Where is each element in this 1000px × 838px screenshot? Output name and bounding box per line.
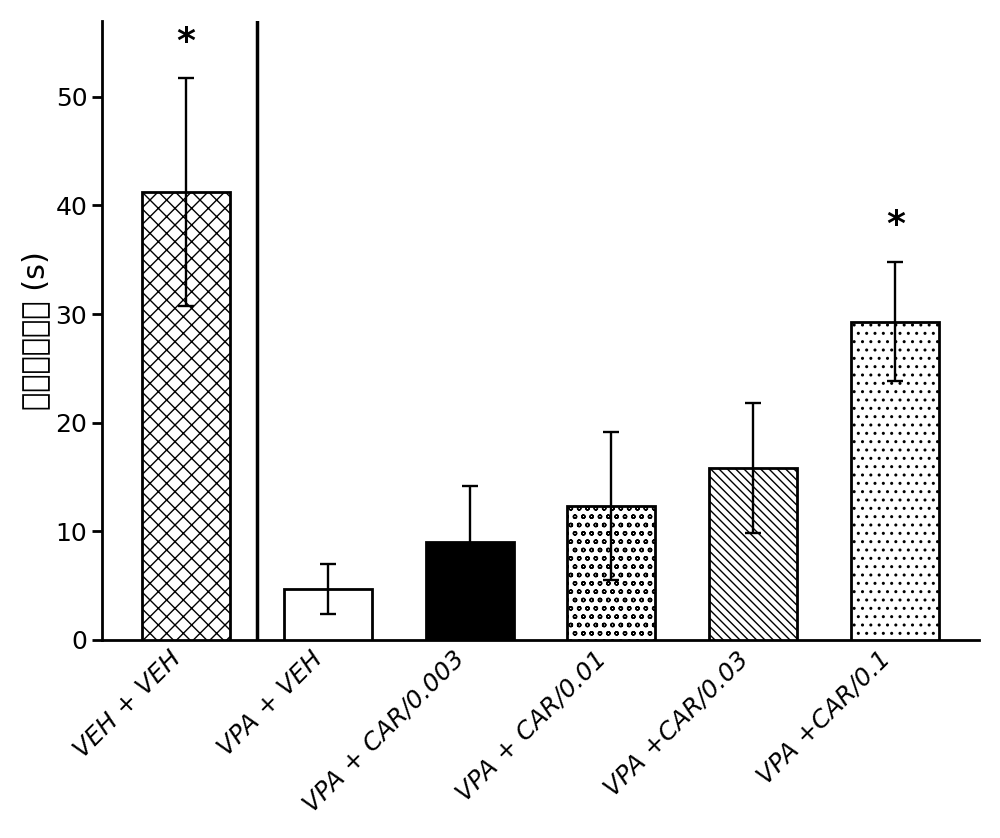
Bar bbox=[284, 589, 372, 639]
Bar bbox=[426, 542, 514, 639]
Bar bbox=[709, 468, 797, 639]
Text: *: * bbox=[886, 209, 905, 242]
Bar bbox=[142, 193, 230, 639]
Text: *: * bbox=[176, 25, 195, 59]
Bar bbox=[567, 506, 655, 639]
Bar bbox=[851, 322, 939, 639]
Y-axis label: 走动持续时间 (s): 走动持续时间 (s) bbox=[21, 251, 50, 410]
